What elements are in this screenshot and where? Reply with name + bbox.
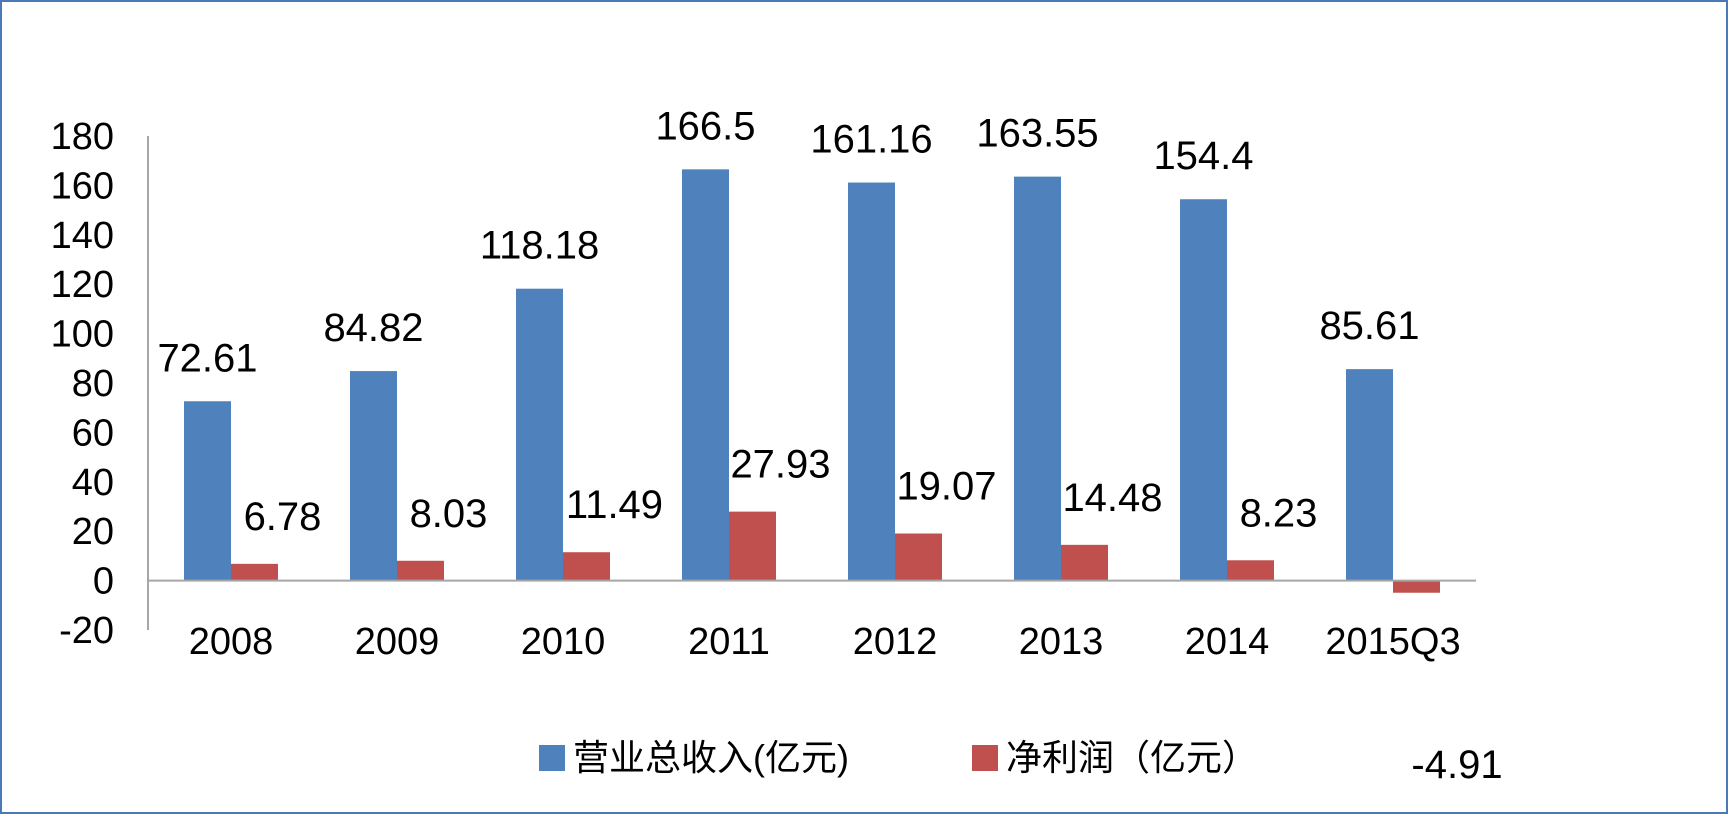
- bar-revenue-2012: [848, 182, 895, 581]
- data-label-revenue: 72.61: [157, 336, 257, 380]
- data-label-net-profit: 8.03: [410, 492, 488, 536]
- data-label-net-profit: 14.48: [1062, 476, 1162, 520]
- y-tick-label: 120: [51, 264, 114, 306]
- legend-item-revenue-swatch: [539, 745, 565, 771]
- y-tick-label: 20: [72, 511, 114, 553]
- data-label-revenue: 161.16: [810, 118, 932, 162]
- legend-item-net-profit-swatch: [972, 745, 998, 771]
- bar-net-profit-2008: [231, 563, 278, 581]
- y-tick-label: 80: [72, 363, 114, 405]
- legend-item-net-profit-label: 净利润（亿元）: [1006, 737, 1258, 778]
- x-tick-label: 2009: [355, 621, 440, 663]
- y-tick-label: 140: [51, 215, 114, 257]
- bars-layer: [184, 169, 1440, 593]
- y-tick-label: 180: [51, 116, 114, 158]
- bar-revenue-2010: [516, 288, 563, 581]
- x-tick-label: 2010: [521, 621, 606, 663]
- data-label-revenue: 84.82: [323, 306, 423, 350]
- y-tick-label: 100: [51, 314, 114, 356]
- data-label-net-profit: 8.23: [1240, 491, 1318, 535]
- data-label-net-profit: 27.93: [730, 443, 830, 487]
- data-label-net-profit: -4.91: [1411, 743, 1502, 787]
- y-tick-label: 160: [51, 165, 114, 207]
- y-tick-label: 60: [72, 412, 114, 454]
- data-label-revenue: 163.55: [976, 112, 1098, 156]
- data-label-net-profit: 11.49: [566, 483, 663, 527]
- data-label-revenue: 166.5: [655, 104, 755, 148]
- x-tick-label: 2011: [688, 621, 770, 663]
- y-tick-label: -20: [59, 610, 114, 652]
- x-tick-label: 2015Q3: [1325, 621, 1460, 663]
- axes-layer: [147, 136, 1476, 630]
- data-label-revenue: 85.61: [1319, 304, 1419, 348]
- data-label-net-profit: 6.78: [244, 495, 322, 539]
- bar-net-profit-2014: [1227, 560, 1274, 581]
- y-tick-label: 40: [72, 462, 114, 504]
- bar-revenue-2014: [1180, 199, 1227, 581]
- bar-net-profit-2009: [397, 560, 444, 581]
- bar-net-profit-2011: [729, 511, 776, 581]
- legend-item-revenue-label: 营业总收入(亿元): [573, 737, 849, 778]
- legend: 营业总收入(亿元) 净利润（亿元）: [539, 737, 1258, 778]
- data-label-revenue: 154.4: [1153, 134, 1253, 178]
- bar-revenue-2009: [350, 371, 397, 581]
- x-tick-label: 2014: [1185, 621, 1270, 663]
- bar-net-profit-2012: [895, 533, 942, 581]
- x-tick-label: 2008: [189, 621, 274, 663]
- x-tick-label: 2013: [1019, 621, 1104, 663]
- bar-revenue-2008: [184, 401, 231, 581]
- bar-net-profit-2015Q3: [1393, 580, 1440, 593]
- bar-revenue-2013: [1014, 176, 1061, 581]
- x-tick-label: 2012: [853, 621, 938, 663]
- bar-net-profit-2010: [563, 552, 610, 581]
- bar-net-profit-2013: [1061, 544, 1108, 581]
- bar-revenue-2015Q3: [1346, 369, 1393, 581]
- y-tick-label: 0: [93, 561, 114, 603]
- bar-revenue-2011: [682, 169, 729, 581]
- data-label-revenue: 118.18: [480, 224, 599, 268]
- data-label-net-profit: 19.07: [896, 464, 996, 508]
- labels-layer: -20 0 20 40 60 80 100 120 140 160 180 2008 2009 2010 2…: [51, 104, 1503, 787]
